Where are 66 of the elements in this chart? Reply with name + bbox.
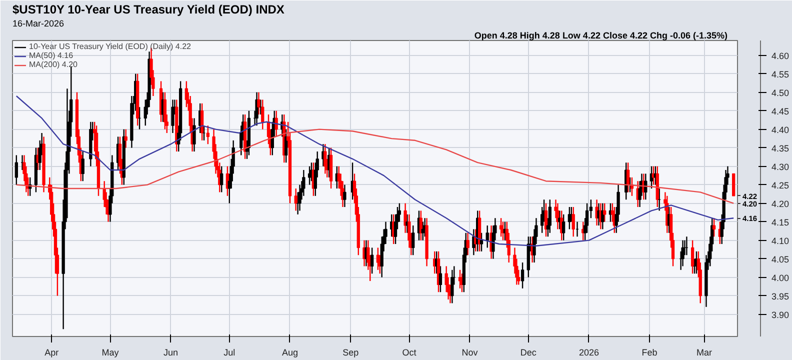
candlestick bbox=[568, 206, 572, 230]
x-tick-label: Mar bbox=[696, 348, 712, 358]
x-tick-label: Nov bbox=[462, 348, 478, 358]
candlestick bbox=[376, 247, 380, 270]
annotation: Open 4.28 High 4.28 Low 4.22 Close 4.22 Chg -0.06 (-1.35%) bbox=[474, 30, 728, 40]
x-tick-label: Jul bbox=[224, 348, 236, 358]
candlestick bbox=[499, 218, 503, 238]
candlestick bbox=[480, 232, 484, 252]
x-tick-label: Jun bbox=[164, 348, 178, 358]
line-series bbox=[16, 128, 734, 204]
y-tick-label: 4.40 bbox=[772, 124, 790, 135]
y-tick-label: 4.10 bbox=[772, 236, 790, 246]
candlestick bbox=[450, 269, 454, 304]
candlestick bbox=[601, 202, 604, 230]
candlestick bbox=[603, 202, 606, 222]
candlestick bbox=[124, 128, 128, 148]
candlestick bbox=[14, 154, 18, 186]
x-tick-label: 2026 bbox=[578, 348, 600, 358]
candlestick bbox=[255, 92, 258, 126]
y-tick-label: 4.15 bbox=[772, 217, 790, 228]
candlestick bbox=[681, 240, 684, 267]
legend-label: MA(50) 4.16 bbox=[29, 51, 74, 60]
x-tick-label: Sep bbox=[342, 348, 359, 358]
candlestick bbox=[343, 184, 346, 208]
y-tick-label: 4.00 bbox=[772, 272, 790, 283]
y-tick-label: 4.35 bbox=[772, 143, 790, 154]
legend-label: MA(200) 4.20 bbox=[29, 60, 78, 69]
candlestick bbox=[572, 206, 575, 238]
y-tick-label: 3.95 bbox=[772, 291, 790, 302]
candlestick bbox=[324, 144, 327, 174]
y-tick-label: 3.90 bbox=[772, 310, 790, 320]
candlestick bbox=[732, 173, 736, 196]
y-tick-label: 4.05 bbox=[772, 254, 790, 264]
candlestick bbox=[520, 262, 524, 289]
legend-label: 10-Year US Treasury Yield (EOD) (Daily) 4.22 bbox=[29, 42, 191, 51]
y-tick-label: 4.60 bbox=[772, 50, 790, 61]
candlestick bbox=[712, 218, 716, 238]
candlestick bbox=[370, 247, 374, 274]
chart-subtitle: 16-Mar-2026 bbox=[12, 18, 64, 28]
x-tick-label: Feb bbox=[642, 348, 658, 358]
candlestick bbox=[294, 188, 298, 212]
candlestick bbox=[486, 224, 489, 248]
x-tick-label: May bbox=[102, 348, 120, 358]
chart-title: $UST10Y 10-Year US Treasury Yield (EOD) INDX bbox=[12, 2, 284, 16]
candlestick bbox=[466, 232, 470, 256]
candlestick bbox=[562, 214, 566, 241]
y-tick-label: 4.25 bbox=[772, 180, 790, 190]
x-tick-label: Apr bbox=[44, 348, 59, 358]
x-tick-label: Aug bbox=[282, 348, 298, 358]
candlestick bbox=[458, 269, 462, 289]
candlestick bbox=[206, 125, 210, 145]
candlestick bbox=[412, 224, 415, 256]
candlestick bbox=[220, 166, 224, 193]
candlestick bbox=[548, 199, 552, 234]
y-tick-label: 4.50 bbox=[772, 88, 790, 98]
y-tick-label: 4.30 bbox=[772, 162, 790, 172]
candlestick bbox=[438, 266, 442, 293]
x-tick-label: Dec bbox=[520, 348, 537, 358]
y-tick-label: 4.20 bbox=[772, 198, 790, 209]
candlestick bbox=[81, 150, 84, 182]
candlestick bbox=[690, 240, 694, 274]
y-tick-label: 4.55 bbox=[772, 69, 790, 80]
candlestick bbox=[202, 125, 206, 141]
candlestick bbox=[171, 99, 174, 134]
x-tick-label: Oct bbox=[402, 348, 417, 358]
y-tick-label: 4.45 bbox=[772, 106, 790, 116]
